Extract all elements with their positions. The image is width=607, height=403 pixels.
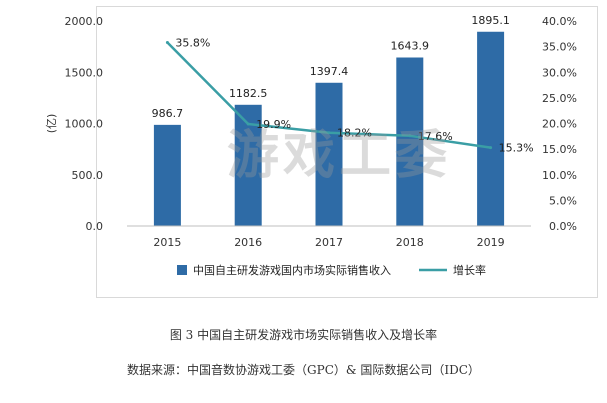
y-tick-label: 500.0 bbox=[72, 169, 104, 182]
x-tick-label: 2015 bbox=[153, 236, 181, 249]
y2-tick-label: 10.0% bbox=[542, 169, 577, 182]
legend: 中国自主研发游戏国内市场实际销售收入 增长率 bbox=[177, 263, 486, 277]
growth-rate-point bbox=[408, 134, 412, 138]
growth-rate-label: 18.2% bbox=[337, 127, 372, 140]
revenue-bar bbox=[315, 82, 343, 226]
revenue-bar bbox=[153, 124, 181, 226]
x-tick-label: 2019 bbox=[477, 236, 505, 249]
x-tick-label: 2016 bbox=[234, 236, 262, 249]
growth-rate-point bbox=[327, 131, 331, 135]
growth-rate-point bbox=[246, 122, 250, 126]
legend-line-label: 增长率 bbox=[453, 263, 486, 277]
y2-tick-label: 40.0% bbox=[542, 15, 577, 28]
y2-tick-label: 15.0% bbox=[542, 143, 577, 156]
combo-chart: 986.7 1182.5 1397.4 1643.9 1895.1 35.8% 19.9% 1… bbox=[45, 14, 577, 277]
y-tick-label: 0.0 bbox=[86, 220, 104, 233]
watermark-text: 游戏工委 bbox=[227, 126, 451, 186]
chart-frame: 986.7 1182.5 1397.4 1643.9 1895.1 35.8% 19.9% 1… bbox=[45, 6, 598, 298]
y-tick-label: 1500.0 bbox=[65, 66, 104, 79]
axes: 0.0 500.0 1000.0 1500.0 2000.0 0.0% 5.0% 10.0% 1… bbox=[45, 15, 577, 249]
x-tick-label: 2017 bbox=[315, 236, 343, 249]
revenue-bar bbox=[396, 57, 424, 227]
growth-rate-label: 35.8% bbox=[175, 37, 210, 50]
y2-tick-label: 20.0% bbox=[542, 118, 577, 131]
growth-line bbox=[165, 41, 493, 150]
y-tick-label: 1000.0 bbox=[65, 118, 104, 131]
revenue-bar bbox=[477, 31, 505, 226]
growth-rate-point bbox=[489, 146, 493, 150]
bar-value-label: 986.7 bbox=[152, 107, 184, 120]
y2-tick-label: 25.0% bbox=[542, 92, 577, 105]
growth-rate-point bbox=[165, 41, 169, 45]
growth-rate-label: 19.9% bbox=[256, 118, 291, 131]
growth-rate-label: 15.3% bbox=[499, 142, 534, 155]
y-axis-label: (亿) bbox=[45, 114, 58, 134]
data-source-note: 数据来源：中国音数协游戏工委（GPC）& 国际数据公司（IDC） bbox=[127, 363, 480, 377]
growth-rate-label: 17.6% bbox=[418, 130, 453, 143]
legend-bar-label: 中国自主研发游戏国内市场实际销售收入 bbox=[193, 263, 391, 277]
bar-value-label: 1895.1 bbox=[471, 14, 510, 27]
data-labels: 986.7 1182.5 1397.4 1643.9 1895.1 35.8% 19.9% 1… bbox=[152, 14, 534, 155]
figure-caption: 图 3 中国自主研发游戏市场实际销售收入及增长率 bbox=[169, 328, 438, 342]
legend-bar-swatch bbox=[177, 265, 187, 275]
bar-value-label: 1643.9 bbox=[391, 40, 430, 53]
y2-tick-label: 5.0% bbox=[549, 194, 577, 207]
y2-tick-label: 35.0% bbox=[542, 41, 577, 54]
bar-value-label: 1182.5 bbox=[229, 87, 268, 100]
x-tick-label: 2018 bbox=[396, 236, 424, 249]
bar-value-label: 1397.4 bbox=[310, 65, 349, 78]
y2-tick-label: 0.0% bbox=[549, 220, 577, 233]
y2-tick-label: 30.0% bbox=[542, 66, 577, 79]
y-tick-label: 2000.0 bbox=[65, 15, 104, 28]
